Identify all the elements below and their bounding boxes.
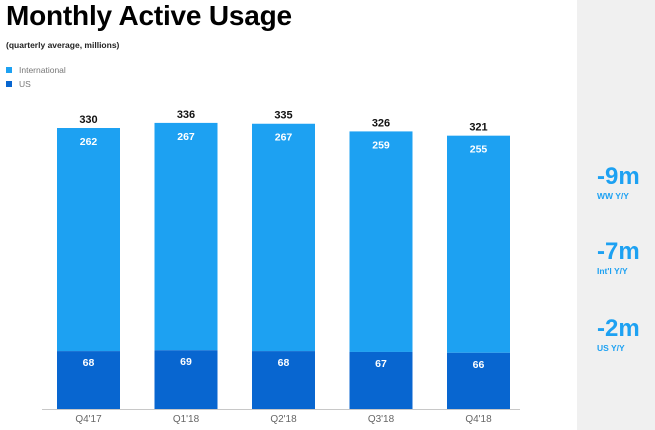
bar-us [447, 352, 510, 409]
stat-us-label: US Y/Y [597, 343, 625, 353]
x-tick-label: Q3'18 [368, 414, 395, 425]
stat-intl-label: Int'l Y/Y [597, 266, 628, 276]
bar-value-label-international: 255 [470, 144, 488, 156]
stat-ww-value: -9m [597, 163, 640, 190]
bar-international [447, 135, 510, 353]
bar-international [349, 131, 413, 352]
legend-item-international: International [6, 63, 66, 77]
bar-total-label: 326 [372, 117, 390, 129]
legend-item-us: US [6, 77, 66, 91]
bar-total-label: 321 [469, 122, 487, 134]
bar-total-label: 330 [79, 114, 97, 126]
bar-value-label-international: 259 [372, 139, 390, 151]
bar-total-label: 335 [274, 110, 292, 122]
bar-us [57, 351, 120, 409]
bar-value-label-international: 262 [80, 136, 98, 148]
bar-value-label-international: 267 [177, 131, 195, 143]
legend: International US [6, 63, 66, 91]
bar-value-label-us: 68 [83, 357, 95, 369]
x-tick-label: Q4'18 [465, 414, 492, 425]
x-tick-label: Q4'17 [75, 414, 102, 425]
stat-intl: -7m Int'l Y/Y [597, 238, 640, 277]
legend-label-us: US [19, 79, 31, 89]
stat-us: -2m US Y/Y [597, 315, 640, 354]
bar-total-label: 336 [177, 109, 195, 121]
bar-international [57, 128, 120, 352]
bar-value-label-us: 69 [180, 356, 192, 368]
bar-value-label-us: 66 [473, 359, 485, 371]
bar-value-label-us: 67 [375, 358, 387, 370]
stat-ww-label: WW Y/Y [597, 191, 629, 201]
chart-subtitle: (quarterly average, millions) [6, 40, 120, 50]
bar-international [154, 122, 218, 351]
side-panel [577, 0, 655, 430]
x-tick-label: Q2'18 [270, 414, 297, 425]
legend-swatch-international [6, 67, 12, 73]
bar-value-label-international: 267 [275, 132, 293, 144]
bar-us [154, 350, 218, 409]
legend-label-international: International [19, 65, 66, 75]
bar-value-label-us: 68 [278, 357, 290, 369]
stat-ww: -9m WW Y/Y [597, 163, 640, 202]
x-tick-label: Q1'18 [173, 414, 200, 425]
chart-title: Monthly Active Usage [6, 0, 292, 31]
stat-intl-value: -7m [597, 238, 640, 265]
bar-us [349, 351, 413, 409]
bar-us [252, 351, 315, 409]
stat-us-value: -2m [597, 315, 640, 342]
bar-international [252, 123, 315, 352]
legend-swatch-us [6, 81, 12, 87]
